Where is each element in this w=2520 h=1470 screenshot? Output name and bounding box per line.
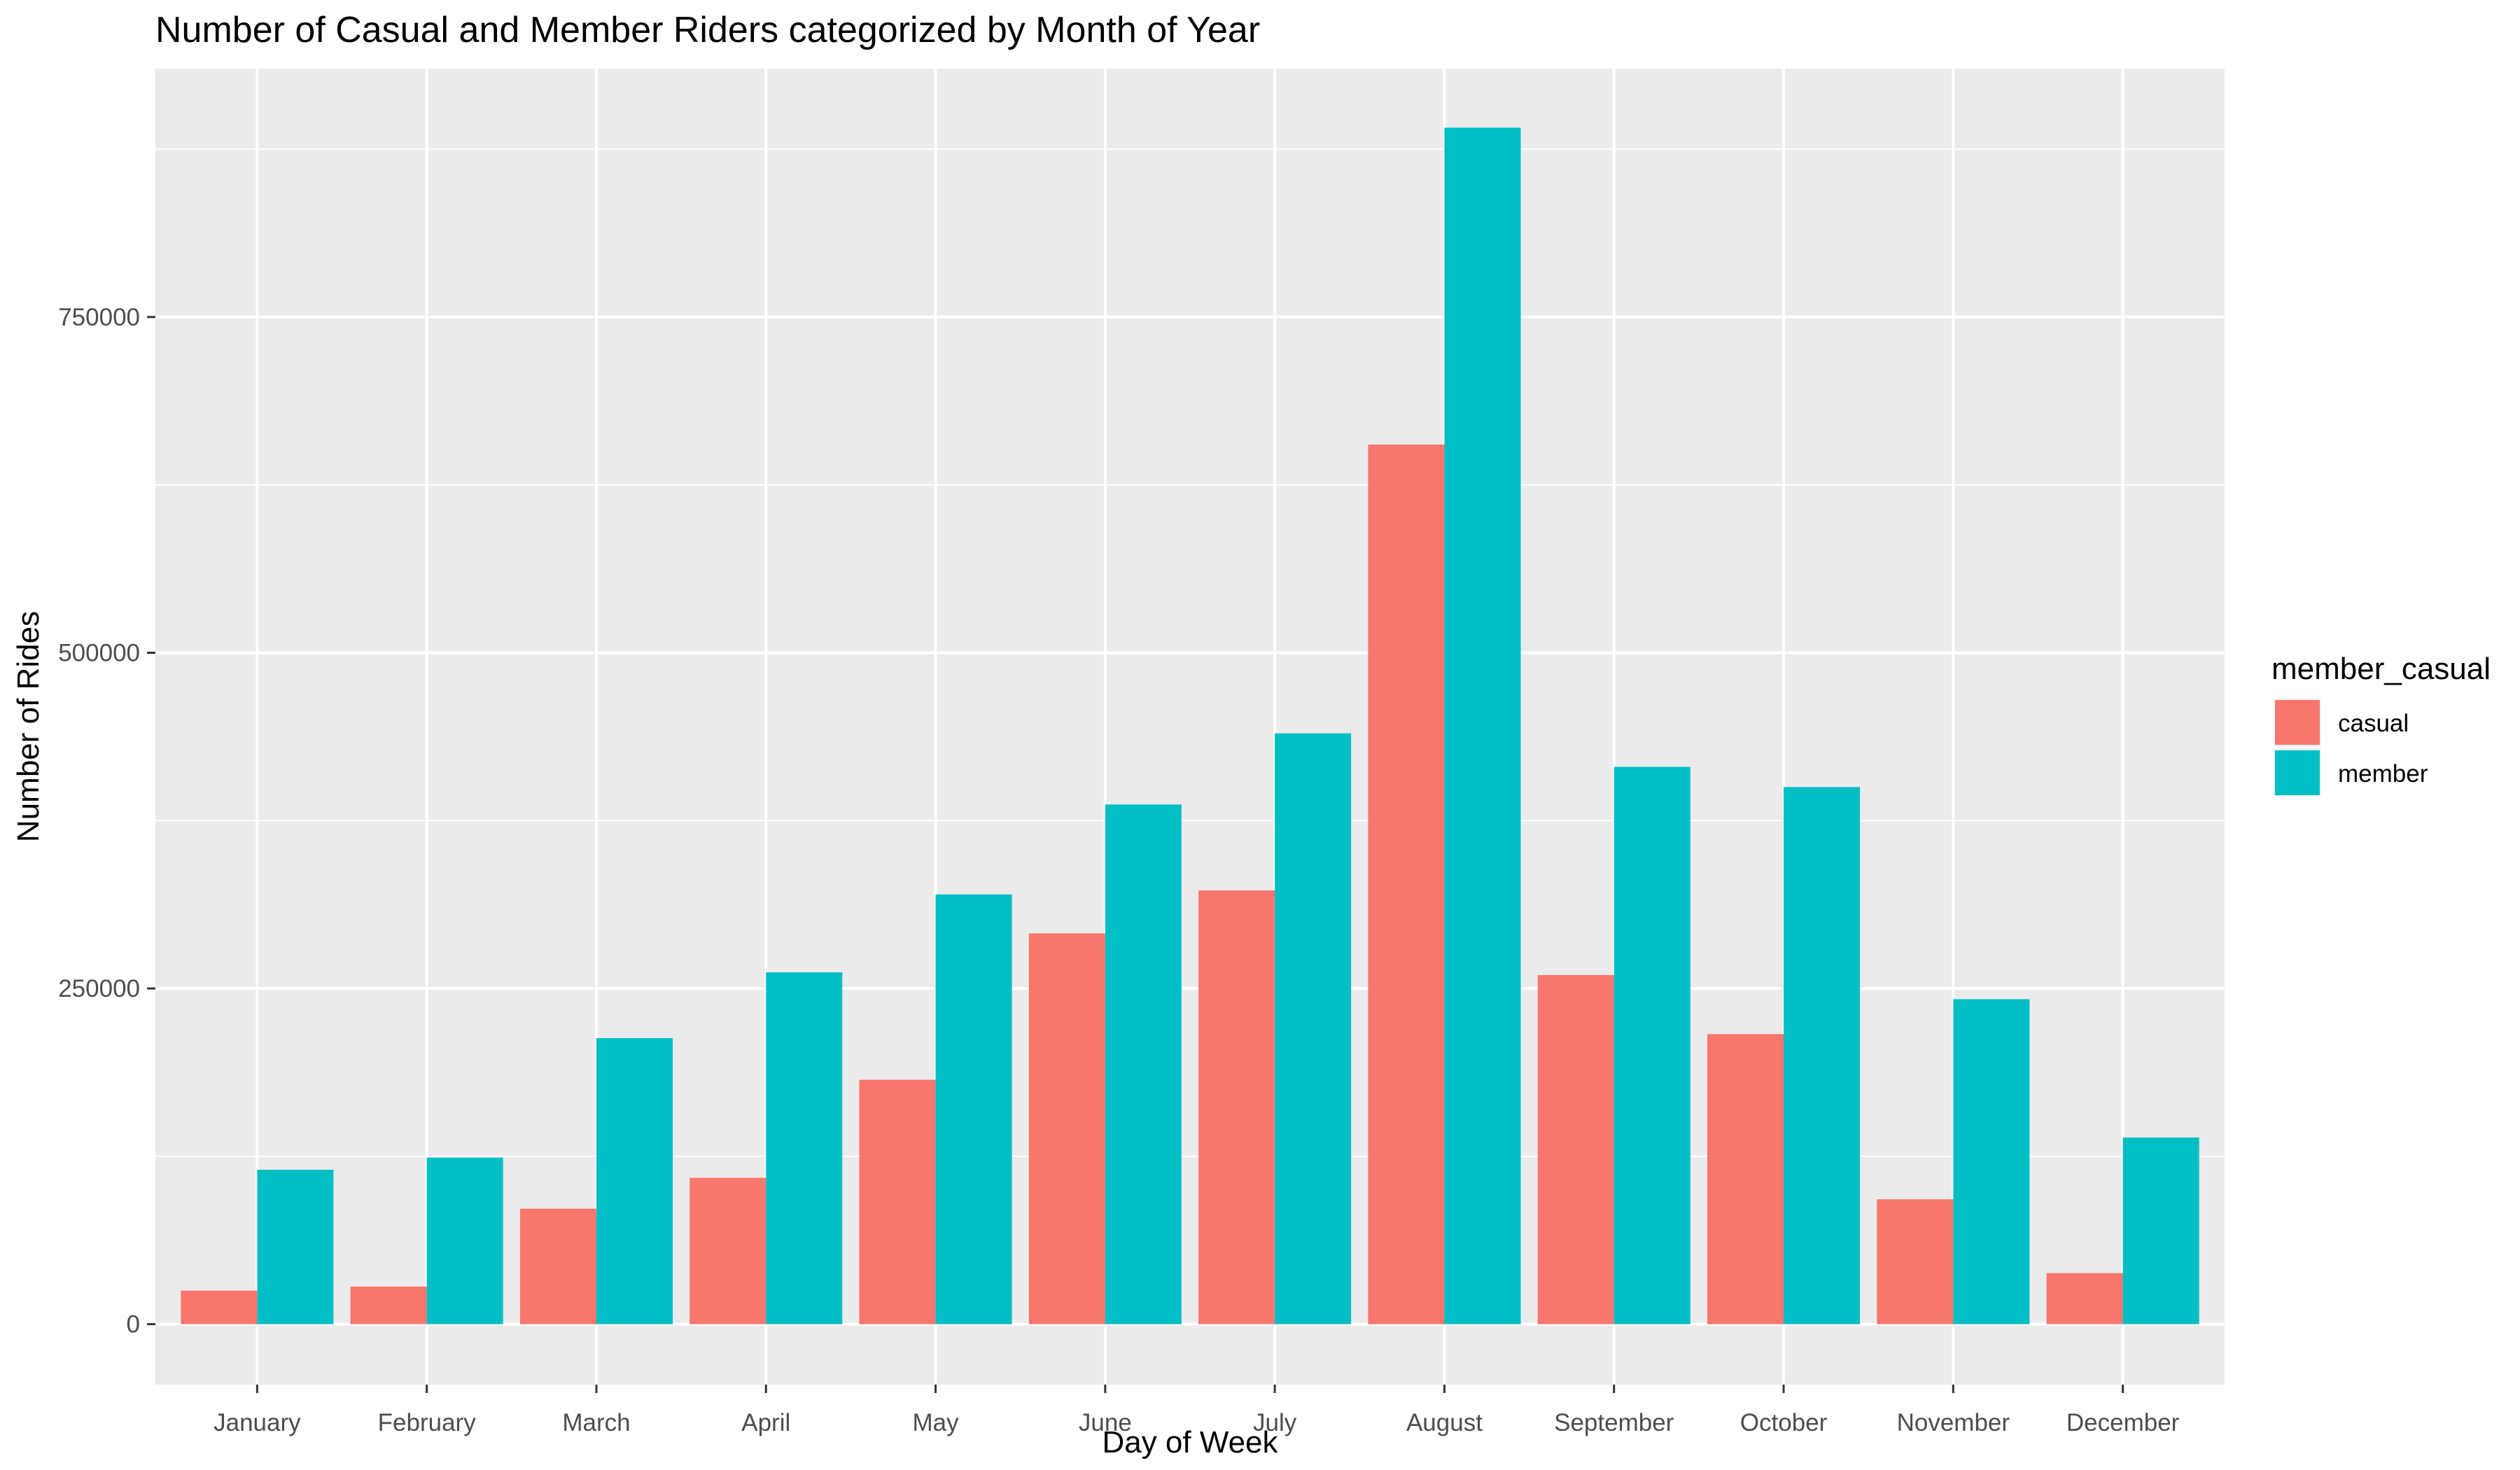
x-tick-label: April: [741, 1409, 790, 1436]
y-tick-label: 0: [127, 1311, 140, 1338]
bar-casual-september: [1537, 974, 1614, 1324]
bar-casual-october: [1707, 1034, 1784, 1324]
bar-member-december: [2122, 1138, 2199, 1324]
y-tick-label: 250000: [58, 975, 140, 1002]
x-tick-label: October: [1740, 1409, 1828, 1436]
bar-member-january: [257, 1170, 334, 1324]
bar-member-october: [1784, 787, 1861, 1324]
y-axis: 0 250000 500000 750000: [58, 304, 155, 1338]
x-axis-title: Day of Week: [1102, 1425, 1278, 1460]
bar-member-february: [426, 1157, 503, 1324]
x-tick-label: July: [1253, 1409, 1297, 1436]
bar-casual-march: [519, 1208, 596, 1324]
bar-casual-january: [181, 1290, 258, 1324]
y-tick-label: 500000: [58, 639, 140, 666]
y-tick-label: 750000: [58, 304, 140, 331]
bar-member-april: [766, 972, 843, 1324]
bar-casual-november: [1877, 1199, 1954, 1324]
x-tick-label: September: [1554, 1409, 1674, 1436]
x-tick-label: August: [1406, 1409, 1483, 1436]
x-tick-label: June: [1079, 1409, 1132, 1436]
bar-member-march: [596, 1038, 673, 1324]
minor-gridlines: [155, 148, 2225, 1157]
legend: member_casual casual member: [2272, 652, 2491, 797]
x-tick-label: February: [378, 1409, 477, 1436]
x-tick-label: January: [214, 1409, 301, 1436]
bar-member-september: [1614, 766, 1690, 1324]
y-axis-title: Number of Rides: [11, 611, 46, 842]
x-tick-label: November: [1897, 1409, 2010, 1436]
bar-casual-february: [350, 1286, 427, 1324]
bar-casual-june: [1028, 933, 1105, 1324]
x-axis: January February March April May June July Augu…: [214, 1385, 2180, 1436]
bar-member-july: [1275, 733, 1352, 1324]
legend-swatch-member: [2275, 750, 2320, 795]
bar-member-august: [1444, 127, 1521, 1324]
bar-member-may: [935, 894, 1012, 1324]
x-tick-label: May: [912, 1409, 959, 1436]
legend-swatch-casual: [2275, 700, 2320, 745]
bar-casual-august: [1368, 444, 1445, 1324]
x-tick-label: March: [562, 1409, 630, 1436]
legend-title: member_casual: [2272, 652, 2491, 686]
bar-member-june: [1105, 804, 1182, 1324]
bar-casual-april: [690, 1177, 766, 1324]
bar-casual-may: [859, 1079, 936, 1324]
x-tick-label: December: [2066, 1409, 2180, 1436]
bar-casual-december: [2046, 1273, 2123, 1324]
legend-label-casual: casual: [2338, 710, 2409, 737]
bar-casual-july: [1198, 890, 1275, 1324]
bar-member-november: [1953, 999, 2030, 1324]
bars: [181, 127, 2199, 1324]
legend-label-member: member: [2338, 760, 2428, 788]
chart-title: Number of Casual and Member Riders categ…: [155, 10, 1260, 50]
